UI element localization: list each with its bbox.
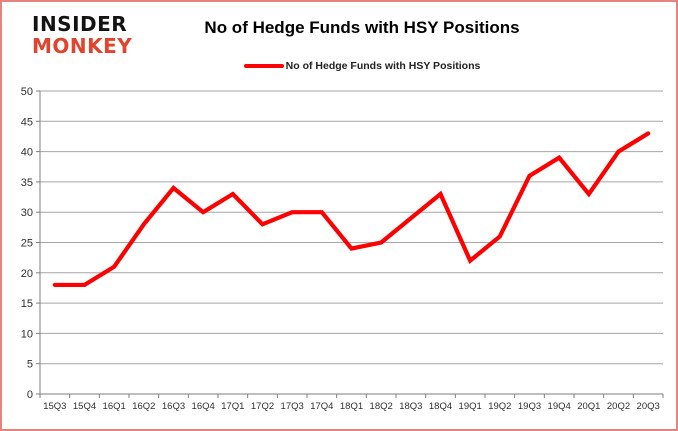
x-tick-label: 17Q1 — [221, 401, 244, 412]
x-tick-label: 19Q3 — [518, 401, 541, 412]
logo-word-monkey: MONKEY — [32, 34, 133, 58]
x-tick-label: 19Q2 — [488, 401, 511, 412]
x-tick-label: 18Q4 — [429, 401, 452, 412]
y-tick-label: 40 — [21, 147, 33, 159]
x-tick-label: 17Q3 — [281, 401, 304, 412]
y-tick-label: 25 — [21, 238, 33, 250]
x-tick-label: 16Q3 — [162, 401, 185, 412]
x-tick-label: 20Q2 — [607, 401, 630, 412]
legend-line-swatch — [243, 64, 284, 68]
y-tick-label: 0 — [27, 389, 33, 401]
chart-title: No of Hedge Funds with HSY Positions — [204, 18, 520, 37]
y-tick-label: 50 — [21, 86, 33, 98]
y-tick-label: 15 — [21, 298, 33, 310]
x-tick-label: 18Q3 — [399, 401, 422, 412]
x-tick-label: 15Q4 — [73, 401, 96, 412]
logo-word-insider: INSIDER — [32, 12, 128, 36]
x-tick-label: 18Q1 — [340, 401, 363, 412]
x-tick-label: 16Q2 — [132, 401, 155, 412]
y-tick-label: 5 — [27, 359, 33, 371]
x-tick-label: 17Q4 — [310, 401, 333, 412]
x-tick-label: 20Q3 — [637, 401, 660, 412]
y-tick-label: 35 — [21, 177, 33, 189]
insider-monkey-logo: INSIDER MONKEY — [32, 14, 132, 56]
x-tick-label: 15Q3 — [43, 401, 66, 412]
y-tick-label: 20 — [21, 268, 33, 280]
x-tick-label: 20Q1 — [577, 401, 600, 412]
y-tick-label: 10 — [21, 328, 33, 340]
x-tick-label: 17Q2 — [251, 401, 274, 412]
x-tick-label: 19Q4 — [548, 401, 571, 412]
x-tick-label: 18Q2 — [370, 401, 393, 412]
x-tick-label: 16Q1 — [103, 401, 126, 412]
x-tick-label: 16Q4 — [192, 401, 215, 412]
y-tick-label: 30 — [21, 207, 33, 219]
chart-legend: No of Hedge Funds with HSY Positions — [122, 60, 602, 72]
legend-label: No of Hedge Funds with HSY Positions — [285, 60, 481, 72]
x-tick-label: 19Q1 — [459, 401, 482, 412]
series-line — [52, 131, 651, 288]
y-tick-label: 45 — [21, 116, 33, 128]
